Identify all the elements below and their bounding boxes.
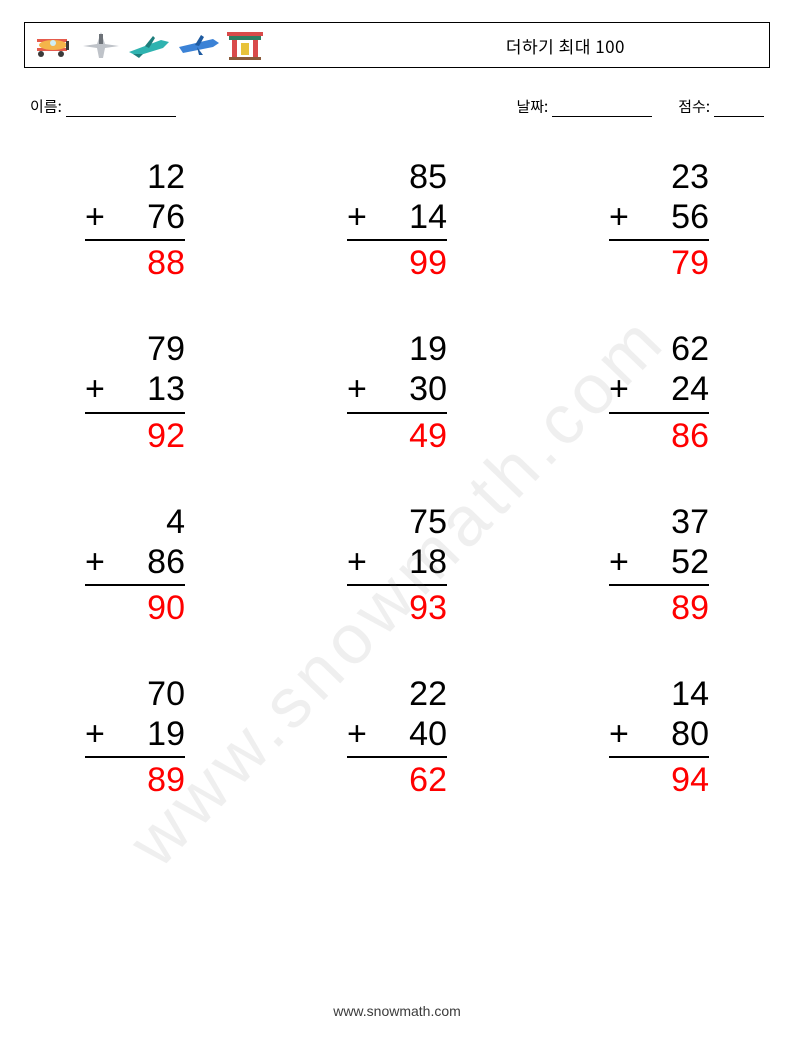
problem-1: 12+7688 [85, 157, 185, 283]
plane-blue-icon [177, 33, 221, 57]
plus-sign: + [609, 714, 629, 754]
plus-sign: + [609, 542, 629, 582]
answer: 49 [347, 414, 447, 456]
answer: 92 [85, 414, 185, 456]
info-row: 이름: 날짜: 점수: [30, 96, 764, 117]
answer: 88 [85, 241, 185, 283]
problem-9: 37+5289 [609, 502, 709, 628]
operand-b-row: +14 [347, 197, 447, 241]
plus-sign: + [347, 714, 367, 754]
operand-b-row: +76 [85, 197, 185, 241]
score-label: 점수: [678, 96, 710, 117]
worksheet-title: 더하기 최대 100 [506, 33, 755, 58]
answer: 94 [609, 758, 709, 800]
operand-b: 52 [671, 543, 709, 581]
operand-b-row: +19 [85, 714, 185, 758]
operand-a: 37 [609, 502, 709, 542]
operand-b: 14 [409, 198, 447, 236]
operand-b: 56 [671, 198, 709, 236]
operand-a: 22 [347, 674, 447, 714]
operand-b-row: +86 [85, 542, 185, 586]
problem-7: 4+8690 [85, 502, 185, 628]
plus-sign: + [609, 197, 629, 237]
problem-8: 75+1893 [347, 502, 447, 628]
plus-sign: + [347, 542, 367, 582]
operand-a: 75 [347, 502, 447, 542]
operand-b-row: +24 [609, 369, 709, 413]
plus-sign: + [85, 542, 105, 582]
answer: 90 [85, 586, 185, 628]
score-blank [714, 102, 764, 117]
answer: 62 [347, 758, 447, 800]
operand-a: 12 [85, 157, 185, 197]
operand-b: 24 [671, 370, 709, 408]
operand-a: 23 [609, 157, 709, 197]
problem-12: 14+8094 [609, 674, 709, 800]
operand-b: 30 [409, 370, 447, 408]
answer: 86 [609, 414, 709, 456]
problem-5: 19+3049 [347, 329, 447, 455]
gate-icon [227, 29, 263, 61]
operand-a: 79 [85, 329, 185, 369]
name-blank [66, 102, 176, 117]
operand-b-row: +52 [609, 542, 709, 586]
answer: 79 [609, 241, 709, 283]
operand-b-row: +13 [85, 369, 185, 413]
problem-4: 79+1392 [85, 329, 185, 455]
problems-grid: 12+768885+149923+567979+139219+304962+24… [64, 157, 730, 800]
operand-b-row: +18 [347, 542, 447, 586]
operand-b-row: +40 [347, 714, 447, 758]
date-blank [552, 102, 652, 117]
operand-a: 19 [347, 329, 447, 369]
plus-sign: + [85, 714, 105, 754]
operand-b: 19 [147, 715, 185, 753]
operand-b-row: +80 [609, 714, 709, 758]
biplane-icon [33, 30, 75, 60]
name-field: 이름: [30, 96, 176, 117]
operand-b: 40 [409, 715, 447, 753]
answer: 89 [609, 586, 709, 628]
plus-sign: + [609, 369, 629, 409]
plus-sign: + [347, 369, 367, 409]
operand-b: 86 [147, 543, 185, 581]
plus-sign: + [85, 197, 105, 237]
operand-a: 4 [85, 502, 185, 542]
name-label: 이름: [30, 96, 62, 117]
problem-6: 62+2486 [609, 329, 709, 455]
operand-b: 80 [671, 715, 709, 753]
jet-teal-icon [127, 32, 171, 58]
operand-a: 62 [609, 329, 709, 369]
footer-url: www.snowmath.com [0, 1003, 794, 1019]
problem-11: 22+4062 [347, 674, 447, 800]
operand-b: 76 [147, 198, 185, 236]
header-icons [33, 29, 263, 61]
plus-sign: + [347, 197, 367, 237]
answer: 89 [85, 758, 185, 800]
worksheet-page: 더하기 최대 100 이름: 날짜: 점수: www.snowmath.com … [0, 0, 794, 1053]
plus-sign: + [85, 369, 105, 409]
operand-a: 14 [609, 674, 709, 714]
problem-3: 23+5679 [609, 157, 709, 283]
operand-b-row: +56 [609, 197, 709, 241]
operand-b: 18 [409, 543, 447, 581]
header-box: 더하기 최대 100 [24, 22, 770, 68]
problem-2: 85+1499 [347, 157, 447, 283]
operand-b-row: +30 [347, 369, 447, 413]
plane-gray-icon [81, 30, 121, 60]
answer: 93 [347, 586, 447, 628]
date-label: 날짜: [516, 96, 548, 117]
operand-a: 70 [85, 674, 185, 714]
operand-a: 85 [347, 157, 447, 197]
answer: 99 [347, 241, 447, 283]
problem-10: 70+1989 [85, 674, 185, 800]
operand-b: 13 [147, 370, 185, 408]
